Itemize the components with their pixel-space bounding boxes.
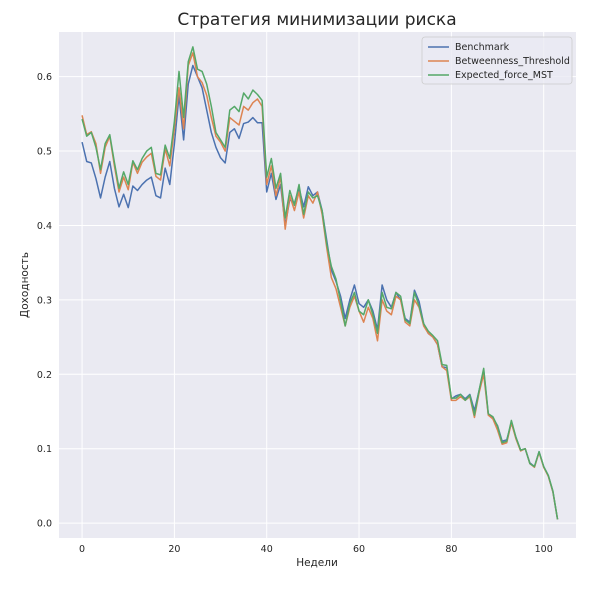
x-tick-label: 40	[261, 544, 273, 555]
x-axis-label: Недели	[296, 557, 338, 569]
y-tick-label: 0.5	[37, 147, 52, 158]
y-tick-label: 0.2	[37, 370, 52, 381]
x-tick-label: 0	[79, 544, 85, 555]
y-tick-label: 0.4	[37, 221, 52, 232]
y-tick-label: 0.6	[37, 72, 52, 83]
legend-box	[421, 36, 573, 85]
x-tick-label: 80	[445, 544, 457, 555]
x-tick-label: 100	[535, 544, 553, 555]
legend-label-betweenness: Betweenness_Threshold	[455, 56, 570, 67]
plot-background	[59, 32, 576, 538]
series-group	[81, 46, 559, 520]
y-tick-label: 0.0	[37, 519, 52, 530]
legend-label-expected-force: Expected_force_MST	[455, 70, 553, 81]
x-tick-label: 60	[353, 544, 365, 555]
legend: Benchmark Betweenness_Threshold Expected…	[421, 36, 573, 85]
y-tick-label: 0.3	[37, 295, 52, 306]
y-tick-label: 0.1	[37, 444, 52, 455]
y-axis-label: Доходность	[19, 252, 31, 318]
legend-label-benchmark: Benchmark	[455, 42, 510, 53]
tick-labels: 0 20 40 60 80 100 0.0 0.1 0.2 0.3 0.4 0.5 0.6	[37, 72, 553, 555]
series-line-2	[81, 46, 559, 520]
chart-title: Стратегия минимизации риска	[177, 10, 456, 30]
x-tick-label: 20	[168, 544, 180, 555]
